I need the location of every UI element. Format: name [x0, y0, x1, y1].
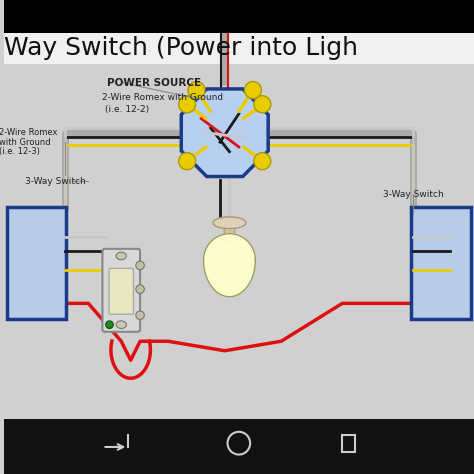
FancyBboxPatch shape: [7, 207, 66, 319]
Circle shape: [188, 82, 205, 99]
Circle shape: [106, 321, 113, 328]
Circle shape: [136, 311, 144, 319]
FancyBboxPatch shape: [411, 207, 471, 319]
Ellipse shape: [116, 252, 127, 260]
FancyBboxPatch shape: [102, 249, 140, 332]
Text: Way Switch (Power into Ligh: Way Switch (Power into Ligh: [4, 36, 358, 60]
Text: 3-Way Switch: 3-Way Switch: [25, 177, 86, 185]
Polygon shape: [203, 234, 255, 297]
Circle shape: [245, 82, 262, 99]
Text: with Ground: with Ground: [0, 138, 51, 146]
Text: 2-Wire Romex with Ground: 2-Wire Romex with Ground: [102, 93, 224, 101]
Text: POWER SOURCE: POWER SOURCE: [107, 78, 201, 88]
Polygon shape: [181, 89, 268, 176]
FancyBboxPatch shape: [109, 268, 134, 314]
Circle shape: [179, 153, 196, 170]
Ellipse shape: [116, 321, 127, 328]
Polygon shape: [224, 228, 235, 242]
Bar: [4, 33, 474, 64]
Circle shape: [179, 96, 196, 113]
Circle shape: [254, 153, 271, 170]
Text: 3-Way Switch: 3-Way Switch: [383, 190, 444, 199]
Ellipse shape: [213, 217, 246, 229]
Circle shape: [136, 285, 144, 293]
Bar: [4, 419, 474, 474]
Circle shape: [254, 96, 271, 113]
Text: (i.e. 12-2): (i.e. 12-2): [105, 105, 149, 113]
Bar: [4, 0, 474, 33]
Circle shape: [136, 261, 144, 270]
Text: (i.e. 12-3): (i.e. 12-3): [0, 147, 40, 156]
Text: 2-Wire Romex: 2-Wire Romex: [0, 128, 57, 137]
